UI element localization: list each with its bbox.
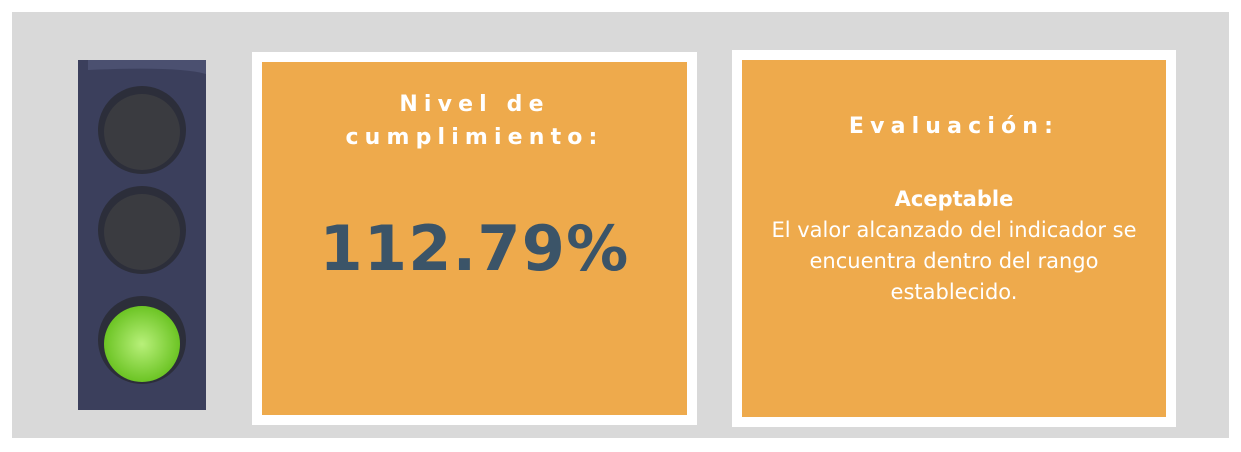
evaluation-title: Evaluación: <box>764 110 1144 143</box>
red-light-off <box>104 94 180 170</box>
body: {"indicator": {"title": "Nivel de cumpli… <box>0 0 1241 452</box>
evaluation-text: Aceptable El valor alcanzado del indicad… <box>754 184 1154 308</box>
evaluation-rating: Aceptable <box>754 184 1154 215</box>
evaluation-card: Evaluación: Aceptable El valor alcanzado… <box>732 50 1176 427</box>
indicator-title: Nivel de cumplimiento: <box>325 88 625 154</box>
indicator-card: Nivel de cumplimiento: 112.79% <box>252 52 697 425</box>
yellow-light-off <box>104 194 180 270</box>
indicator-card-body: Nivel de cumplimiento: 112.79% <box>262 62 687 415</box>
page: Indicador html, body { margin: 0; paddin… <box>0 0 1241 452</box>
indicator-value: 112.79% <box>262 212 687 285</box>
evaluation-card-body: Evaluación: Aceptable El valor alcanzado… <box>742 60 1166 417</box>
green-light-on <box>104 306 180 382</box>
traffic-light <box>78 60 206 410</box>
evaluation-description: El valor alcanzado del indicador se encu… <box>771 218 1136 304</box>
